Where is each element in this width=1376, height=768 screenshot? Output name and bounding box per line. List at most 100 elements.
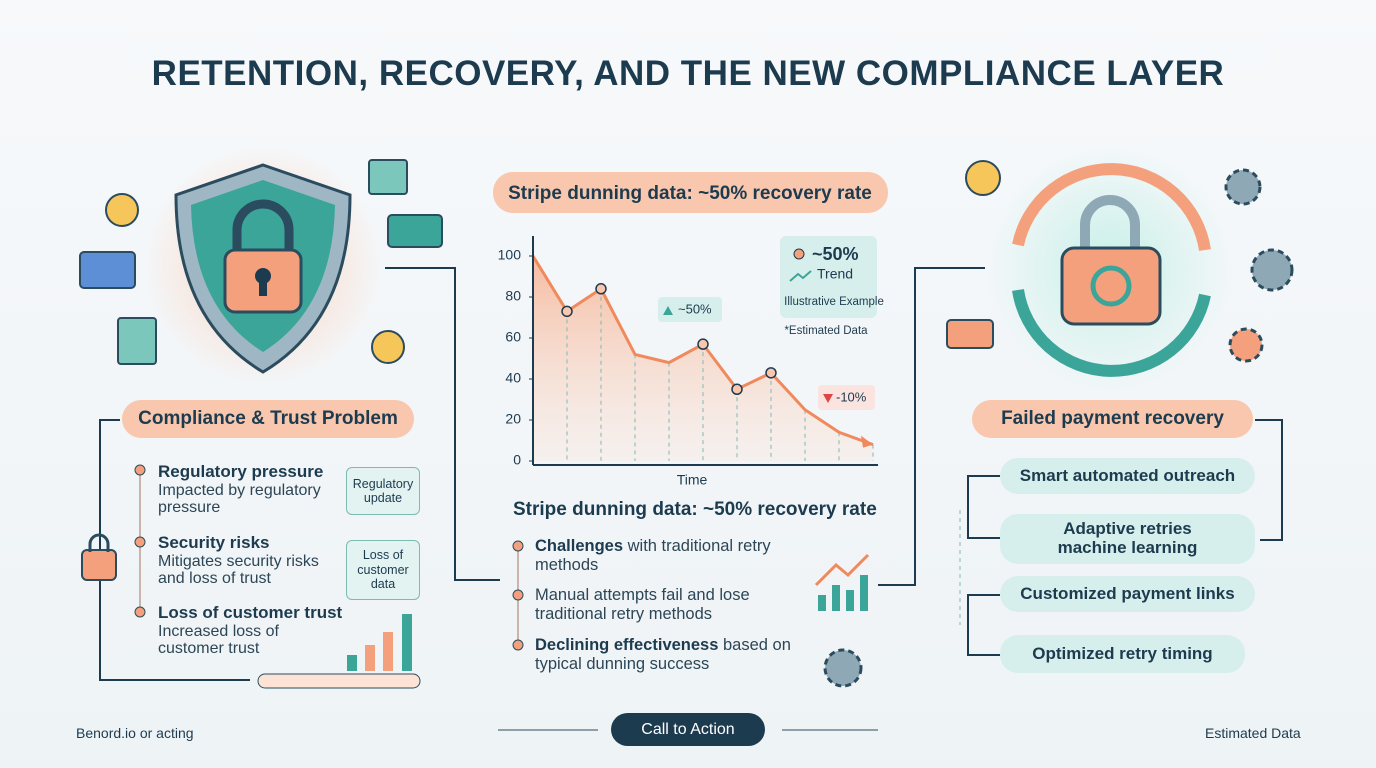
bar-icon xyxy=(383,632,393,671)
cta-button[interactable]: Call to Action xyxy=(611,713,765,746)
item-title: Regulatory pressure xyxy=(158,462,324,481)
step: Optimized retry timing xyxy=(1000,635,1245,673)
tag: Loss of customer data xyxy=(346,540,420,600)
bar-icon xyxy=(365,645,375,671)
gear-icon xyxy=(1250,248,1294,292)
coin-icon xyxy=(371,330,405,364)
bullet xyxy=(134,536,146,548)
annotation-box xyxy=(818,385,875,410)
up-icon xyxy=(663,306,673,315)
line-chart: 0 20 40 60 80 100 xyxy=(498,247,874,468)
legend-marker xyxy=(793,248,805,260)
gear-icon xyxy=(1224,168,1262,206)
item-text: Mitigates security risks and loss of tru… xyxy=(158,552,319,588)
item-text: Impacted by regulatory pressure xyxy=(158,481,321,517)
trend-icon xyxy=(814,553,870,587)
y-tick-label: 40 xyxy=(505,370,521,386)
legend-value: ~50% xyxy=(812,244,859,264)
point xyxy=(765,367,777,379)
connector xyxy=(385,267,500,581)
bar-icon xyxy=(860,575,868,611)
point xyxy=(561,305,573,318)
list-item: Loss of customer trust Increased loss of … xyxy=(158,603,348,658)
bar-icon xyxy=(846,590,854,611)
section-heading: Failed payment recovery xyxy=(972,400,1253,438)
connector xyxy=(1255,419,1283,541)
list-item: Regulatory pressure Impacted by regulator… xyxy=(158,462,338,517)
gear-icon xyxy=(1228,327,1264,363)
legend-name: Trend xyxy=(817,266,853,282)
legend-box xyxy=(780,236,877,318)
bullet xyxy=(512,540,524,552)
connector xyxy=(967,475,1000,656)
card-icon xyxy=(79,251,136,289)
footer-note: Estimated Data xyxy=(1205,725,1301,741)
y-tick-label: 80 xyxy=(505,288,521,304)
doc-icon xyxy=(117,317,157,365)
bullet xyxy=(134,464,146,476)
bar-icon xyxy=(818,595,826,611)
item-bold: Challenges xyxy=(535,537,624,555)
area xyxy=(533,256,873,461)
lock-shackle xyxy=(1080,195,1140,255)
annotation-box xyxy=(658,297,722,322)
chart-title: Stripe dunning data: ~50% recovery rate xyxy=(508,183,872,204)
page-title: RETENTION, RECOVERY, AND THE NEW COMPLIA… xyxy=(151,54,1225,93)
lock-icon xyxy=(81,549,117,581)
lock-shackle xyxy=(232,199,294,255)
progress-bar xyxy=(257,673,421,689)
cycle-arrow xyxy=(1012,289,1211,377)
cycle-arrow xyxy=(1012,163,1211,251)
legend-trend-icon xyxy=(789,270,812,282)
list-item: Manual attempts fail and lose traditiona… xyxy=(535,586,785,624)
chart-source: *Estimated Data xyxy=(784,325,868,337)
arrow-head xyxy=(861,435,873,448)
point xyxy=(731,383,743,395)
item-title: Security risks xyxy=(158,533,270,552)
y-tick-label: 20 xyxy=(505,411,521,427)
connector xyxy=(878,267,985,586)
footer-note: Benord.io or acting xyxy=(76,725,194,741)
doc-icon xyxy=(368,159,408,195)
step: Customized payment links xyxy=(1000,576,1255,612)
coin-icon xyxy=(965,160,1001,196)
bullet xyxy=(134,606,146,618)
item-bold: Declining effectiveness xyxy=(535,636,719,654)
legend-note: Illustrative Example xyxy=(784,296,884,308)
item-text: with traditional retry methods xyxy=(535,537,771,574)
step: Smart automated outreach xyxy=(1000,458,1255,494)
down-icon xyxy=(823,394,833,403)
item-text: Increased loss of customer trust xyxy=(158,622,279,658)
card-icon xyxy=(946,319,994,349)
bullet xyxy=(512,639,524,651)
step: Adaptive retries machine learning xyxy=(1000,514,1255,564)
section-heading: Stripe dunning data: ~50% recovery rate xyxy=(513,499,877,520)
section-heading: Compliance & Trust Problem xyxy=(122,400,414,438)
lock-body xyxy=(1060,246,1162,326)
gear-icon xyxy=(823,648,863,688)
point xyxy=(595,283,607,295)
chart-title-pill xyxy=(493,172,888,213)
y-tick-label: 0 xyxy=(513,452,521,468)
list-item: Declining effectiveness based on typical… xyxy=(535,636,795,674)
item-text: Manual attempts fail and lose traditiona… xyxy=(535,586,750,623)
y-tick-label: 100 xyxy=(498,247,522,263)
list-item: Challenges with traditional retry method… xyxy=(535,537,805,575)
x-axis-label: Time xyxy=(677,472,708,488)
bar-icon xyxy=(347,655,357,671)
tag: Regulatory update xyxy=(346,467,420,515)
point xyxy=(697,338,709,350)
list-item: Security risks Mitigates security risks a… xyxy=(158,533,343,588)
item-title: Loss of customer trust xyxy=(158,603,343,622)
keyhole xyxy=(259,278,267,296)
bar-icon xyxy=(832,585,840,611)
refresh-icon xyxy=(1090,265,1132,307)
lock-icon xyxy=(88,533,110,552)
coin-icon xyxy=(105,193,139,227)
annotation: -10% xyxy=(836,389,867,404)
card-icon xyxy=(387,214,443,248)
item-text: based on typical dunning success xyxy=(535,636,791,673)
y-tick-label: 60 xyxy=(505,329,521,345)
